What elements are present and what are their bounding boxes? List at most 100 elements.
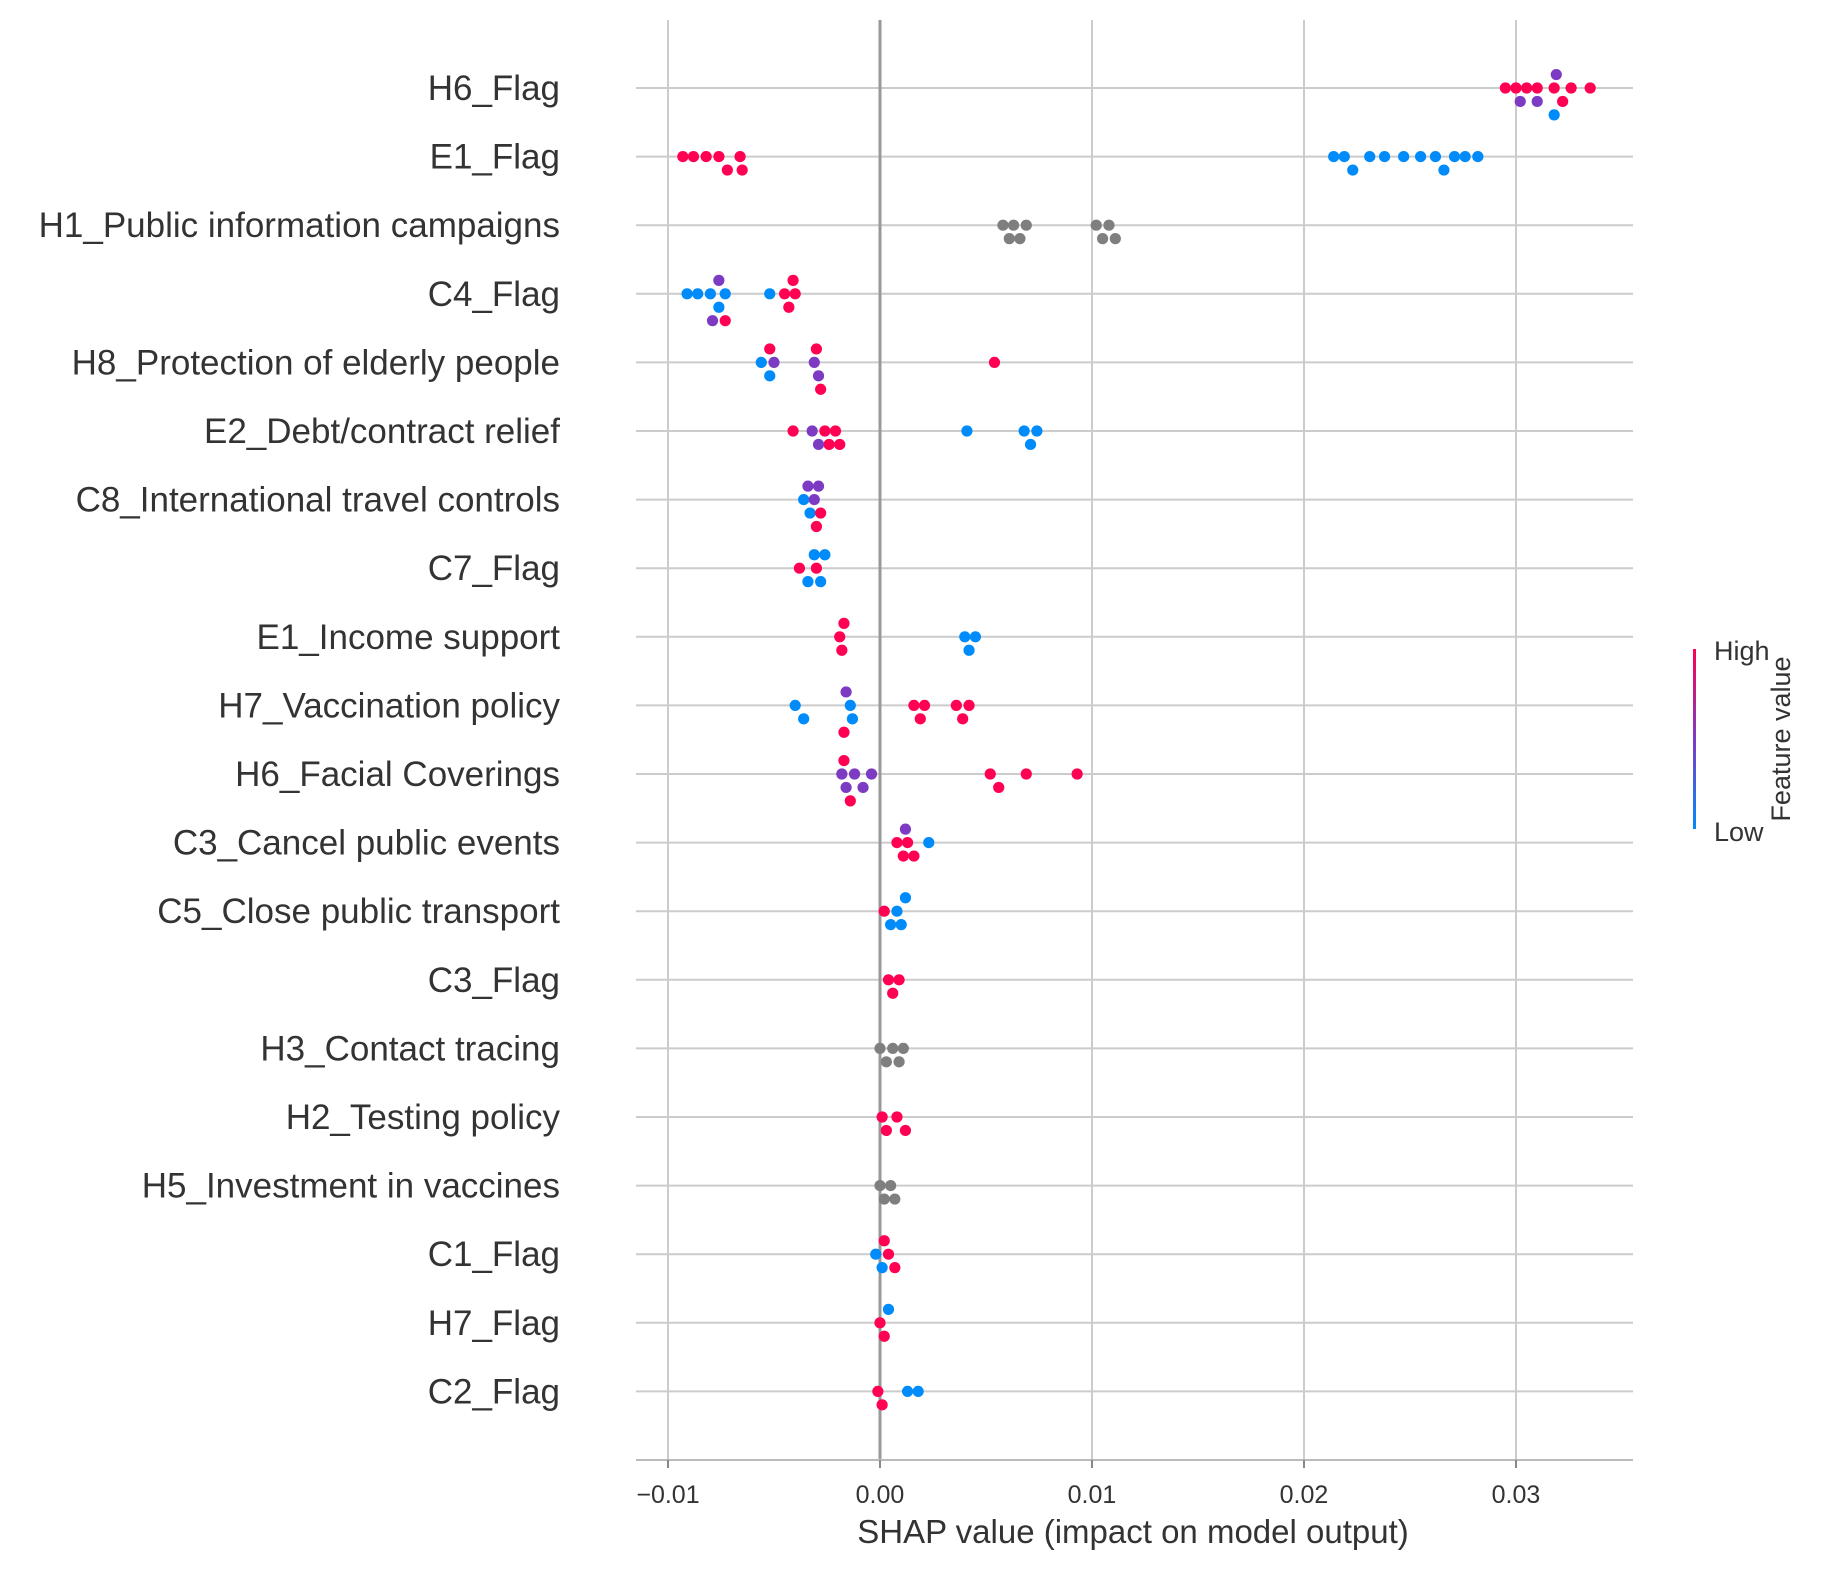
shap-point — [1090, 219, 1102, 231]
feature-label: C8_International travel controls — [76, 481, 560, 520]
x-axis-title: SHAP value (impact on model output) — [857, 1513, 1409, 1550]
shap-point — [882, 1303, 895, 1315]
shap-point — [787, 425, 799, 437]
colorbar-high-label: High — [1714, 636, 1770, 666]
shap-point — [812, 480, 825, 492]
shap-point — [798, 713, 810, 725]
feature-label: C3_Cancel public events — [173, 824, 560, 863]
feature-label: H7_Flag — [428, 1304, 560, 1343]
shap-point — [808, 356, 820, 368]
shap-point — [812, 370, 825, 382]
shap-point — [846, 713, 859, 725]
feature-label: C2_Flag — [428, 1372, 560, 1411]
shap-point — [768, 356, 780, 368]
shap-point — [961, 425, 973, 437]
shap-point — [963, 644, 975, 656]
feature-label: C5_Close public transport — [157, 892, 560, 931]
shap-point — [880, 1056, 892, 1068]
shap-point — [988, 356, 1001, 368]
shap-point — [808, 549, 820, 561]
shap-point — [834, 631, 846, 643]
shap-point — [1071, 768, 1083, 780]
shap-point — [804, 507, 816, 519]
shap-point — [1020, 219, 1032, 231]
x-tick-label: −0.01 — [636, 1481, 699, 1509]
shap-point — [857, 781, 869, 794]
shap-point — [1472, 151, 1484, 163]
shap-point — [897, 850, 909, 862]
shap-point — [838, 617, 850, 629]
shap-point — [677, 151, 689, 163]
shap-point — [950, 699, 962, 712]
shap-point — [1024, 438, 1037, 451]
labels-layer: H6_Flag E1_Flag H1_Public information camp… — [39, 69, 561, 1411]
shap-point — [885, 1180, 897, 1192]
shap-point — [891, 905, 903, 917]
shap-point — [764, 288, 776, 300]
shap-point — [959, 631, 971, 643]
shap-point — [838, 754, 850, 767]
feature-label: H2_Testing policy — [286, 1098, 561, 1137]
shap-point — [1521, 82, 1533, 94]
shap-point — [1584, 82, 1596, 94]
shap-point — [815, 383, 827, 395]
shap-point — [1378, 151, 1391, 163]
shap-point — [912, 1385, 924, 1397]
feature-label: H8_Protection of elderly people — [72, 343, 560, 382]
feature-label: C7_Flag — [428, 549, 560, 588]
shap-point — [997, 219, 1009, 231]
shap-point — [1415, 151, 1427, 163]
shap-point — [783, 301, 795, 313]
shap-point — [736, 164, 748, 176]
feature-label: H1_Public information campaigns — [39, 206, 560, 245]
shap-point — [810, 520, 823, 533]
shap-point — [1328, 151, 1340, 163]
shap-point — [882, 1248, 895, 1260]
feature-label: C3_Flag — [428, 961, 560, 1000]
shap-point — [819, 549, 831, 561]
shap-point — [1548, 82, 1560, 94]
shap-point — [889, 1262, 901, 1274]
shap-point — [1565, 82, 1577, 94]
shap-point — [789, 288, 801, 300]
shap-point — [692, 288, 704, 300]
x-tick-label: 0.01 — [1068, 1481, 1117, 1509]
shap-point — [870, 1248, 882, 1260]
colorbar-gradient — [1693, 649, 1696, 829]
x-tick-label: 0.03 — [1492, 1481, 1541, 1509]
shap-point — [1548, 109, 1560, 121]
shap-point — [1014, 233, 1026, 245]
shap-point — [969, 631, 982, 643]
shap-point — [901, 837, 914, 849]
shap-point — [812, 438, 825, 451]
shap-point — [895, 919, 907, 931]
shap-point — [918, 699, 931, 712]
shap-point — [1557, 95, 1569, 108]
shap-point — [882, 974, 895, 986]
shap-point — [1429, 151, 1442, 163]
shap-point — [844, 699, 856, 712]
shap-point — [1007, 219, 1020, 231]
shap-point — [719, 315, 731, 327]
colorbar-title: Feature value — [1766, 656, 1796, 821]
shap-point — [810, 343, 823, 355]
feature-label: C1_Flag — [428, 1235, 560, 1274]
feature-label: E2_Debt/contract relief — [204, 412, 560, 451]
shap-point — [836, 768, 848, 780]
shap-point — [923, 837, 935, 849]
shap-point — [836, 644, 848, 656]
shap-point — [908, 699, 920, 712]
shap-point — [1398, 151, 1410, 163]
x-tick-label: 0.02 — [1280, 1481, 1329, 1509]
shap-point — [721, 164, 733, 176]
shap-point — [840, 781, 852, 794]
feature-label: E1_Flag — [430, 138, 560, 177]
shap-point — [840, 686, 852, 698]
shap-point — [908, 850, 920, 862]
shap-point — [681, 288, 693, 300]
shap-point — [872, 1385, 884, 1397]
shap-point — [1347, 164, 1359, 176]
shap-point — [963, 699, 975, 712]
